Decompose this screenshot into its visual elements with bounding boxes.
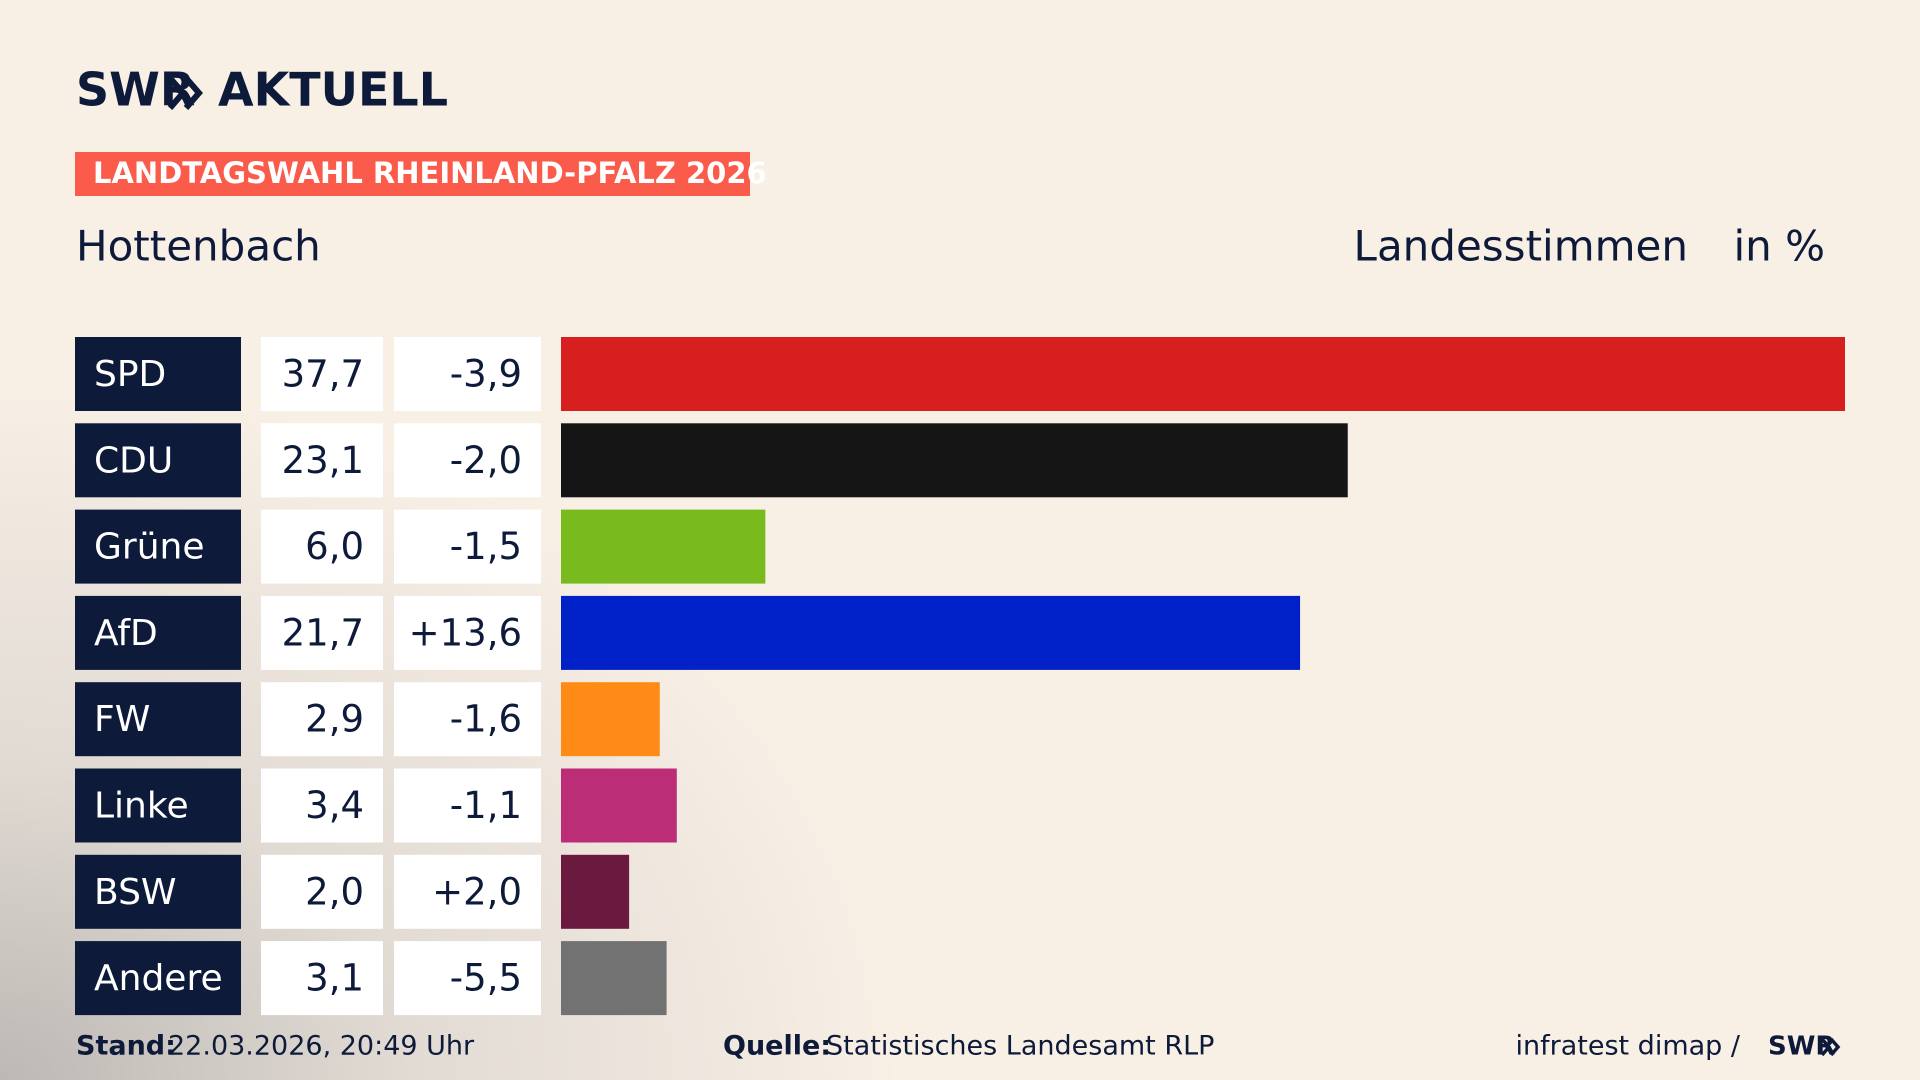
change-box — [394, 509, 541, 584]
value-label: 3,4 — [305, 784, 364, 827]
subtitle: Hottenbach — [76, 222, 321, 271]
bar — [561, 423, 1348, 498]
party-box — [75, 509, 241, 584]
party-box — [75, 854, 241, 929]
party-label: BSW — [94, 872, 177, 913]
party-label: Grüne — [94, 527, 204, 568]
party-label: Linke — [94, 786, 189, 827]
change-box — [394, 595, 541, 670]
party-box — [75, 337, 241, 411]
party-label: SPD — [94, 354, 166, 395]
value-label: 21,7 — [282, 611, 364, 654]
value-box — [261, 941, 383, 1016]
value-box — [261, 768, 383, 843]
value-label: 2,9 — [305, 698, 364, 741]
value-label: 6,0 — [305, 525, 364, 568]
bar — [561, 941, 667, 1016]
change-label: +2,0 — [432, 870, 522, 913]
party-label: FW — [94, 699, 150, 740]
stand: 22.03.2026, 20:49 Uhr — [168, 1031, 475, 1062]
change-box — [394, 682, 541, 757]
axis-label: Landesstimmen — [1354, 222, 1688, 271]
party-box — [75, 595, 241, 670]
bar — [561, 337, 1845, 411]
change-label: -2,0 — [450, 439, 522, 482]
unit-label: in % — [1733, 222, 1825, 271]
bar — [561, 682, 660, 757]
party-box — [75, 941, 241, 1016]
bar — [561, 854, 630, 929]
value-box — [261, 854, 383, 929]
logo-chevron — [167, 76, 187, 110]
change-label: -1,5 — [450, 525, 522, 568]
value-box — [261, 423, 383, 498]
bar — [561, 595, 1301, 670]
change-label: -1,6 — [450, 698, 522, 741]
stand-label: Stand: — [76, 1031, 176, 1062]
party-box — [75, 423, 241, 498]
credit: infratest dimap / — [1515, 1031, 1740, 1062]
value-box — [261, 337, 383, 411]
source: Statistisches Landesamt RLP — [826, 1031, 1214, 1062]
party-label: AfD — [94, 613, 158, 654]
party-label: CDU — [94, 440, 173, 481]
logo-chevron — [1829, 1037, 1841, 1057]
bar — [561, 509, 766, 584]
value-label: 37,7 — [282, 353, 364, 396]
change-label: -3,9 — [450, 353, 522, 396]
source-label: Quelle: — [723, 1031, 831, 1062]
value-label: 23,1 — [282, 439, 364, 482]
value-box — [261, 595, 383, 670]
bar — [561, 768, 677, 843]
change-box — [394, 854, 541, 929]
value-box — [261, 682, 383, 757]
change-label: +13,6 — [409, 611, 522, 654]
logo-chevron — [1820, 1037, 1832, 1057]
value-box — [261, 509, 383, 584]
change-label: -1,1 — [450, 784, 522, 827]
change-box — [394, 337, 541, 411]
change-box — [394, 941, 541, 1016]
change-box — [394, 768, 541, 843]
credit-logo: SWR — [1768, 1032, 1835, 1062]
change-label: -5,5 — [450, 957, 522, 1000]
value-label: 2,0 — [305, 870, 364, 913]
party-label: Andere — [94, 958, 223, 999]
chart-title: LANDTAGSWAHL RHEINLAND-PFALZ 2026 — [93, 156, 767, 190]
change-box — [394, 423, 541, 498]
value-label: 3,1 — [305, 957, 364, 1000]
title-tag — [75, 152, 750, 196]
logo-chevron — [183, 76, 203, 110]
party-box — [75, 768, 241, 843]
brand: AKTUELL — [218, 63, 448, 117]
logo: SWR — [76, 63, 195, 117]
party-box — [75, 682, 241, 757]
